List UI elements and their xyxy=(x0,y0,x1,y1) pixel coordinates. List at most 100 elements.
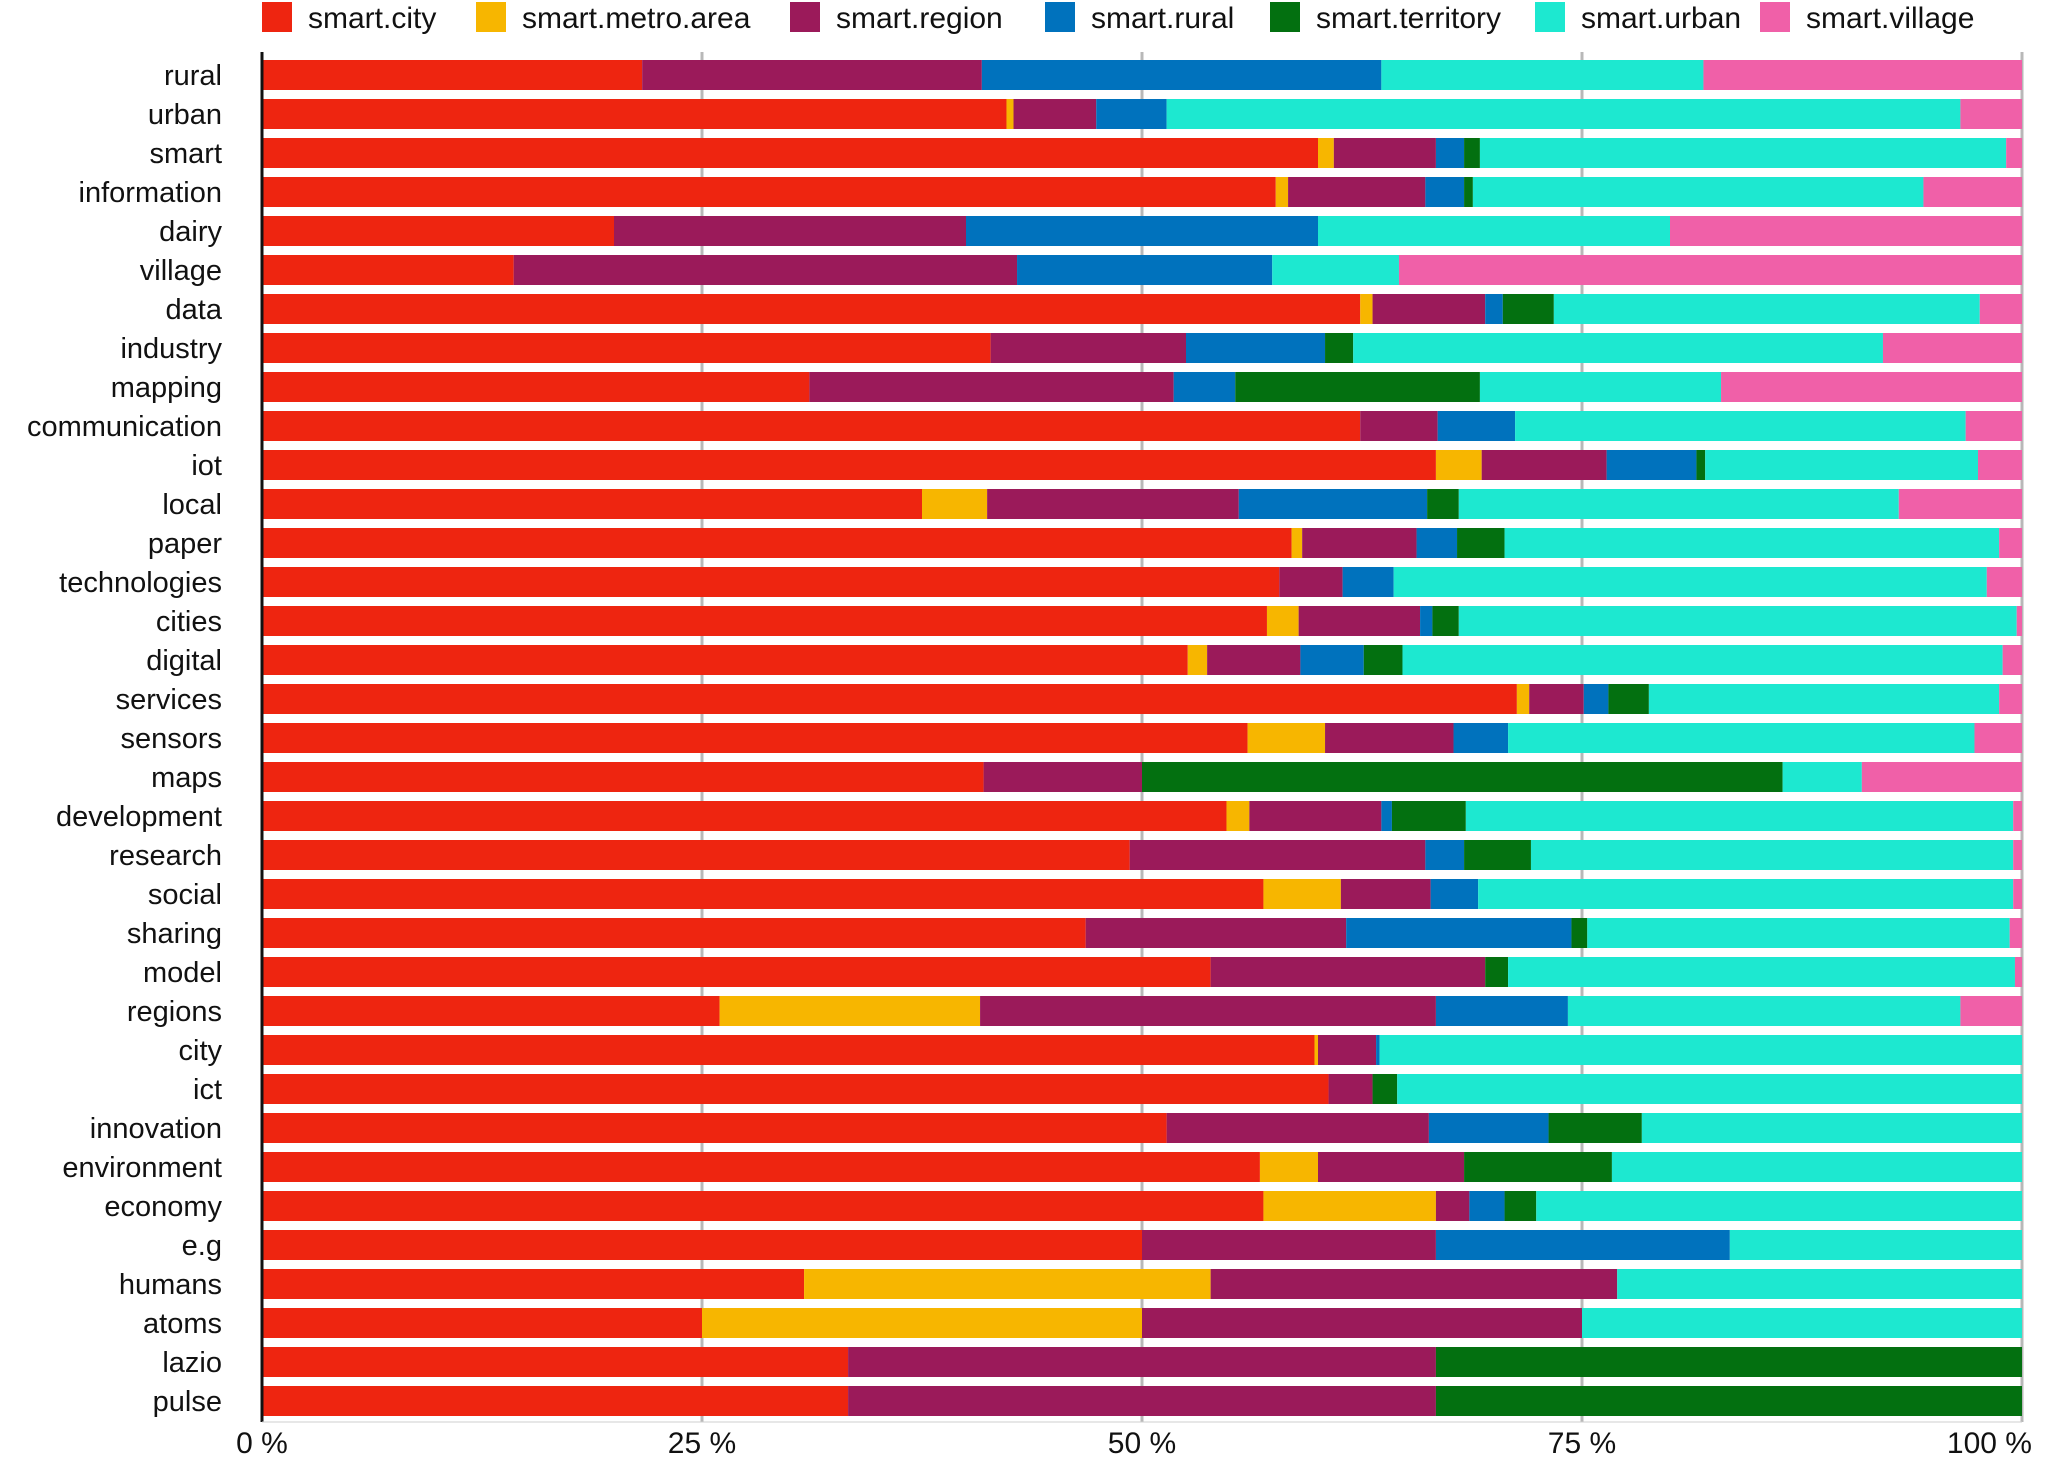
bar-iot-smart-rural xyxy=(1606,450,1697,480)
bar-data-smart-village xyxy=(1979,294,2022,324)
bar-city-smart-metro-area xyxy=(1314,1035,1318,1065)
bar-development-smart-urban xyxy=(1465,801,2014,831)
bar-industry-smart-village xyxy=(1882,333,2022,363)
category-label: information xyxy=(79,177,222,209)
bar-e.g-smart-rural xyxy=(1435,1230,1730,1260)
bar-maps-smart-city xyxy=(262,762,984,792)
bar-economy-smart-region xyxy=(1435,1191,1470,1221)
x-tick-label: 25 % xyxy=(668,1427,736,1460)
bar-innovation-smart-rural xyxy=(1428,1113,1549,1143)
bar-iot-smart-urban xyxy=(1705,450,1978,480)
bar-rural-smart-urban xyxy=(1381,60,1704,90)
bar-services-smart-region xyxy=(1529,684,1584,714)
category-label: model xyxy=(143,957,222,989)
category-label: sensors xyxy=(120,723,222,755)
bar-village-smart-village xyxy=(1398,255,2022,285)
category-label: urban xyxy=(148,99,222,131)
bar-information-smart-metro-area xyxy=(1275,177,1289,207)
legend-label: smart.city xyxy=(308,2,436,35)
category-label: maps xyxy=(151,762,222,794)
bar-humans-smart-city xyxy=(262,1269,805,1299)
legend-label: smart.urban xyxy=(1581,2,1741,35)
bar-development-smart-territory xyxy=(1391,801,1466,831)
bar-research-smart-village xyxy=(2013,840,2022,870)
bar-smart-smart-territory xyxy=(1464,138,1480,168)
bar-cities-smart-metro-area xyxy=(1266,606,1299,636)
bar-industry-smart-city xyxy=(262,333,991,363)
category-label: services xyxy=(116,684,222,716)
bar-model-smart-village xyxy=(2014,957,2022,987)
bar-humans-smart-region xyxy=(1210,1269,1618,1299)
bar-services-smart-rural xyxy=(1583,684,1609,714)
category-label: village xyxy=(140,255,222,287)
bar-environment-smart-metro-area xyxy=(1259,1152,1318,1182)
bar-data-smart-region xyxy=(1372,294,1486,324)
bar-iot-smart-region xyxy=(1481,450,1607,480)
bar-industry-smart-rural xyxy=(1186,333,1326,363)
bar-sharing-smart-village xyxy=(2009,918,2022,948)
bar-communication-smart-village xyxy=(1965,411,2022,441)
category-label: atoms xyxy=(143,1308,222,1340)
bar-communication-smart-urban xyxy=(1515,411,1966,441)
bar-regions-smart-urban xyxy=(1567,996,1961,1026)
bar-pulse-smart-city xyxy=(262,1386,849,1416)
category-label: industry xyxy=(120,333,222,365)
bar-mapping-smart-region xyxy=(809,372,1174,402)
bar-communication-smart-region xyxy=(1360,411,1438,441)
bar-sharing-smart-city xyxy=(262,918,1086,948)
bar-maps-smart-village xyxy=(1861,762,2022,792)
category-label: iot xyxy=(191,450,222,482)
bar-rural-smart-village xyxy=(1703,60,2022,90)
bar-development-smart-metro-area xyxy=(1226,801,1250,831)
bar-regions-smart-metro-area xyxy=(719,996,981,1026)
category-label: humans xyxy=(119,1269,222,1301)
category-label: communication xyxy=(27,411,222,443)
bar-cities-smart-city xyxy=(262,606,1267,636)
bar-sensors-smart-region xyxy=(1325,723,1454,753)
bar-digital-smart-territory xyxy=(1363,645,1403,675)
bar-research-smart-urban xyxy=(1530,840,2014,870)
legend-label: smart.village xyxy=(1806,2,1974,35)
bar-technologies-smart-urban xyxy=(1393,567,1987,597)
bar-paper-smart-city xyxy=(262,528,1292,558)
bar-innovation-smart-region xyxy=(1166,1113,1429,1143)
category-label: environment xyxy=(62,1152,222,1184)
bar-smart-smart-metro-area xyxy=(1318,138,1334,168)
category-label: rural xyxy=(164,60,222,92)
bar-social-smart-rural xyxy=(1430,879,1479,909)
bar-regions-smart-region xyxy=(980,996,1436,1026)
bar-pulse-smart-region xyxy=(848,1386,1436,1416)
bar-paper-smart-region xyxy=(1302,528,1417,558)
category-label: mapping xyxy=(111,372,222,404)
bar-local-smart-region xyxy=(987,489,1239,519)
bar-paper-smart-urban xyxy=(1504,528,2000,558)
bar-data-smart-city xyxy=(262,294,1361,324)
bar-mapping-smart-territory xyxy=(1235,372,1480,402)
category-label: digital xyxy=(146,645,222,677)
bar-village-smart-region xyxy=(513,255,1018,285)
bar-e.g-smart-city xyxy=(262,1230,1142,1260)
bar-social-smart-region xyxy=(1340,879,1431,909)
bar-maps-smart-region xyxy=(983,762,1142,792)
x-tick-label: 75 % xyxy=(1548,1427,1616,1460)
bar-economy-smart-metro-area xyxy=(1263,1191,1436,1221)
bar-services-smart-territory xyxy=(1608,684,1649,714)
category-labels: rural urban smart information dairy village da… xyxy=(27,60,223,1418)
bar-dairy-smart-urban xyxy=(1318,216,1670,246)
bar-sharing-smart-territory xyxy=(1571,918,1588,948)
bar-cities-smart-rural xyxy=(1420,606,1433,636)
bar-lazio-smart-city xyxy=(262,1347,849,1377)
bar-model-smart-urban xyxy=(1508,957,2015,987)
legend-swatch-smart-territory xyxy=(1270,2,1300,32)
bar-paper-smart-rural xyxy=(1416,528,1458,558)
bar-city-smart-rural xyxy=(1376,1035,1380,1065)
category-label: innovation xyxy=(90,1113,222,1145)
bar-local-smart-urban xyxy=(1458,489,1899,519)
bar-atoms-smart-metro-area xyxy=(702,1308,1142,1338)
bar-paper-smart-metro-area xyxy=(1291,528,1303,558)
axes xyxy=(260,52,2022,1423)
category-label: economy xyxy=(104,1191,222,1223)
bar-regions-smart-village xyxy=(1960,996,2022,1026)
bar-atoms-smart-region xyxy=(1142,1308,1582,1338)
